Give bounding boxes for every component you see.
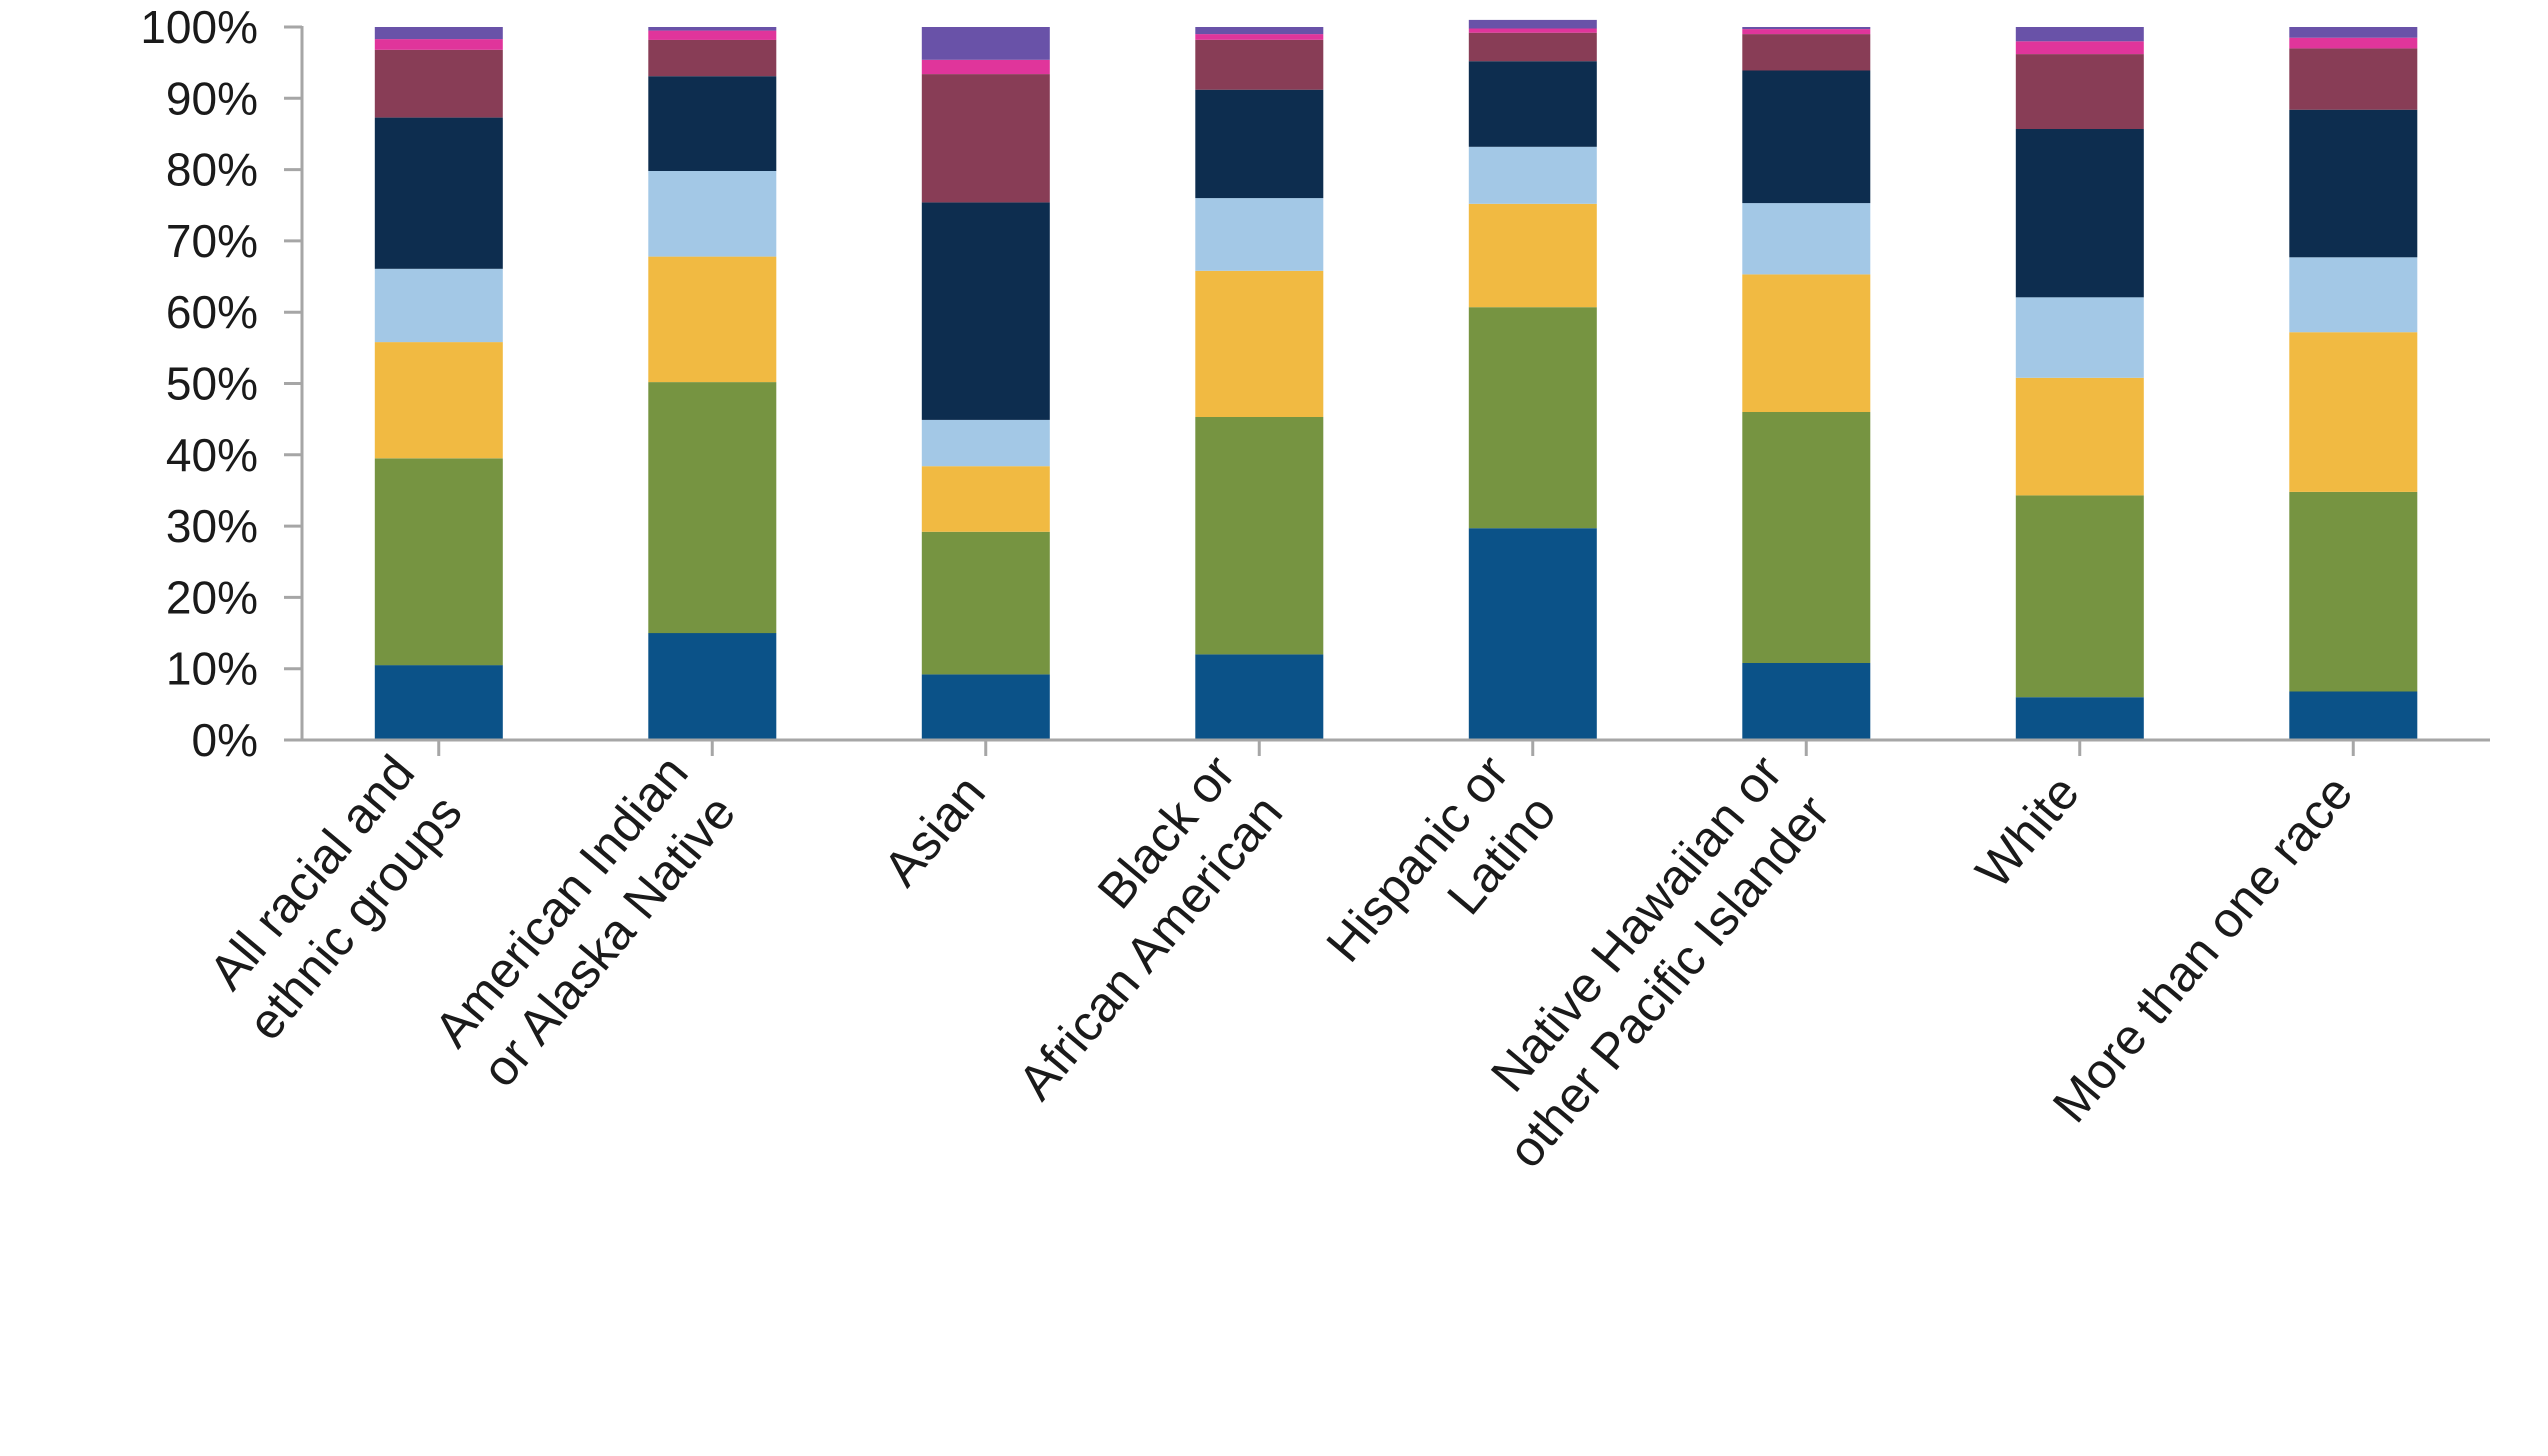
y-tick-label: 80% <box>166 144 258 196</box>
bar-segment-cat6-series3 <box>1742 274 1871 412</box>
x-category-label: More than one race <box>2042 765 2364 1133</box>
bar-segment-cat3-series8 <box>921 27 1050 60</box>
bar-segment-cat5-series2 <box>1468 307 1597 529</box>
bar-segment-cat6-series8 <box>1742 27 1871 30</box>
bar-segment-cat6-series7 <box>1742 29 1871 35</box>
bar-segment-cat1-series4 <box>374 268 503 343</box>
bar-segment-cat5-series8 <box>1468 19 1597 29</box>
bar-segment-cat8-series1 <box>2289 691 2418 740</box>
bar-segment-cat3-series7 <box>921 59 1050 75</box>
bar-segment-cat3-series3 <box>921 466 1050 532</box>
bar-segment-cat2-series1 <box>648 633 777 740</box>
bar-segment-cat8-series5 <box>2289 109 2418 258</box>
bar-segment-cat8-series3 <box>2289 332 2418 492</box>
bar-segment-cat4-series7 <box>1195 34 1324 40</box>
bar-segment-cat4-series6 <box>1195 39 1324 90</box>
bar-segment-cat4-series8 <box>1195 27 1324 35</box>
bar-segment-cat2-series8 <box>648 27 777 31</box>
bar-segment-cat8-series6 <box>2289 48 2418 110</box>
y-tick-label: 20% <box>166 571 258 623</box>
y-tick-label: 100% <box>140 1 258 53</box>
x-category-label-line: White <box>1965 765 2090 899</box>
bar-segment-cat2-series6 <box>648 39 777 77</box>
bar-segment-cat3-series6 <box>921 74 1050 203</box>
bar-segment-cat7-series6 <box>2015 54 2144 129</box>
bar-segment-cat7-series2 <box>2015 495 2144 698</box>
bar-segment-cat8-series2 <box>2289 491 2418 692</box>
y-tick-label: 10% <box>166 643 258 695</box>
bar-segment-cat5-series6 <box>1468 32 1597 62</box>
bar-segment-cat8-series7 <box>2289 37 2418 49</box>
bar-segment-cat5-series4 <box>1468 146 1597 204</box>
bar-segment-cat3-series1 <box>921 674 1050 740</box>
bar-segment-cat7-series8 <box>2015 27 2144 42</box>
bar-segment-cat2-series5 <box>648 76 777 171</box>
bar-segment-cat6-series4 <box>1742 203 1871 275</box>
bar-segment-cat7-series3 <box>2015 377 2144 496</box>
bar-segment-cat3-series5 <box>921 202 1050 420</box>
bar-segment-cat4-series4 <box>1195 198 1324 271</box>
bar-segment-cat1-series1 <box>374 665 503 740</box>
bar-segment-cat6-series5 <box>1742 70 1871 204</box>
bar-segment-cat7-series4 <box>2015 297 2144 378</box>
bar-segment-cat1-series8 <box>374 27 503 40</box>
bar-segment-cat2-series2 <box>648 382 777 634</box>
bar-segment-cat2-series7 <box>648 30 777 40</box>
bar-segment-cat1-series3 <box>374 342 503 459</box>
bar-segment-cat7-series1 <box>2015 697 2144 740</box>
x-category-label: Asian <box>873 765 996 897</box>
bar-segment-cat8-series8 <box>2289 27 2418 38</box>
bar-segment-cat1-series2 <box>374 458 503 666</box>
bar-segment-cat3-series2 <box>921 531 1050 675</box>
bar-segment-cat4-series2 <box>1195 417 1324 655</box>
bar-segment-cat4-series1 <box>1195 654 1324 740</box>
bar-segment-cat1-series5 <box>374 117 503 269</box>
bar-segment-cat4-series3 <box>1195 270 1324 417</box>
x-category-label-line: Asian <box>873 765 996 897</box>
bar-segment-cat5-series1 <box>1468 528 1597 740</box>
bar-segment-cat6-series6 <box>1742 34 1871 71</box>
bar-segment-cat1-series7 <box>374 39 503 50</box>
bar-segment-cat1-series6 <box>374 49 503 118</box>
x-category-label: White <box>1965 765 2090 899</box>
bar-segment-cat5-series5 <box>1468 61 1597 147</box>
x-category-label-line: More than one race <box>2042 765 2364 1133</box>
bar-segment-cat7-series5 <box>2015 129 2144 298</box>
bar-segment-cat2-series3 <box>648 256 777 383</box>
y-tick-label: 40% <box>166 429 258 481</box>
y-tick-label: 30% <box>166 500 258 552</box>
y-tick-label: 0% <box>192 714 258 766</box>
y-tick-label: 50% <box>166 358 258 410</box>
bar-segment-cat6-series1 <box>1742 663 1871 740</box>
bar-segment-cat2-series4 <box>648 171 777 257</box>
bar-segment-cat5-series7 <box>1468 28 1597 33</box>
bar-segment-cat6-series2 <box>1742 412 1871 663</box>
bar-segment-cat4-series5 <box>1195 89 1324 199</box>
bar-segment-cat7-series7 <box>2015 41 2144 55</box>
bar-segment-cat8-series4 <box>2289 257 2418 333</box>
bar-segment-cat5-series3 <box>1468 203 1597 308</box>
y-tick-label: 60% <box>166 286 258 338</box>
bar-segment-cat3-series4 <box>921 419 1050 467</box>
y-tick-label: 70% <box>166 215 258 267</box>
y-tick-label: 90% <box>166 72 258 124</box>
